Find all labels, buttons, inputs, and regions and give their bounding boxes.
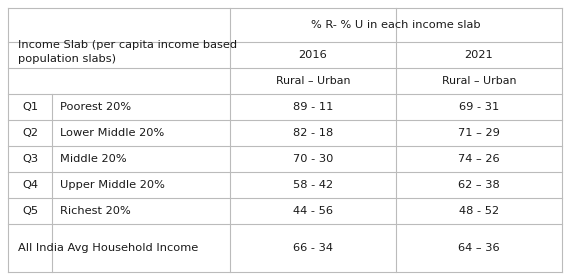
- Text: % R- % U in each income slab: % R- % U in each income slab: [311, 20, 481, 30]
- Text: Q1: Q1: [22, 102, 38, 112]
- Text: 70 - 30: 70 - 30: [293, 154, 333, 164]
- Text: 62 – 38: 62 – 38: [458, 180, 500, 190]
- Text: Rural – Urban: Rural – Urban: [442, 76, 516, 86]
- Text: 82 - 18: 82 - 18: [293, 128, 333, 138]
- Text: Q4: Q4: [22, 180, 38, 190]
- Text: Income Slab (per capita income based: Income Slab (per capita income based: [18, 40, 237, 50]
- Text: Richest 20%: Richest 20%: [60, 206, 131, 216]
- Text: 74 – 26: 74 – 26: [458, 154, 500, 164]
- Text: Upper Middle 20%: Upper Middle 20%: [60, 180, 165, 190]
- Text: 44 - 56: 44 - 56: [293, 206, 333, 216]
- Text: 2016: 2016: [299, 50, 327, 60]
- Text: Q5: Q5: [22, 206, 38, 216]
- Text: Q3: Q3: [22, 154, 38, 164]
- Text: 69 - 31: 69 - 31: [459, 102, 499, 112]
- Text: Rural – Urban: Rural – Urban: [276, 76, 350, 86]
- Text: population slabs): population slabs): [18, 54, 116, 64]
- Text: Lower Middle 20%: Lower Middle 20%: [60, 128, 164, 138]
- Text: 89 - 11: 89 - 11: [293, 102, 333, 112]
- Text: 64 – 36: 64 – 36: [458, 243, 500, 253]
- Text: 48 - 52: 48 - 52: [459, 206, 499, 216]
- Text: Middle 20%: Middle 20%: [60, 154, 127, 164]
- Text: All India Avg Household Income: All India Avg Household Income: [18, 243, 198, 253]
- Text: 71 – 29: 71 – 29: [458, 128, 500, 138]
- Text: 58 - 42: 58 - 42: [293, 180, 333, 190]
- Text: 66 - 34: 66 - 34: [293, 243, 333, 253]
- Text: 2021: 2021: [465, 50, 494, 60]
- Text: Poorest 20%: Poorest 20%: [60, 102, 131, 112]
- Text: Q2: Q2: [22, 128, 38, 138]
